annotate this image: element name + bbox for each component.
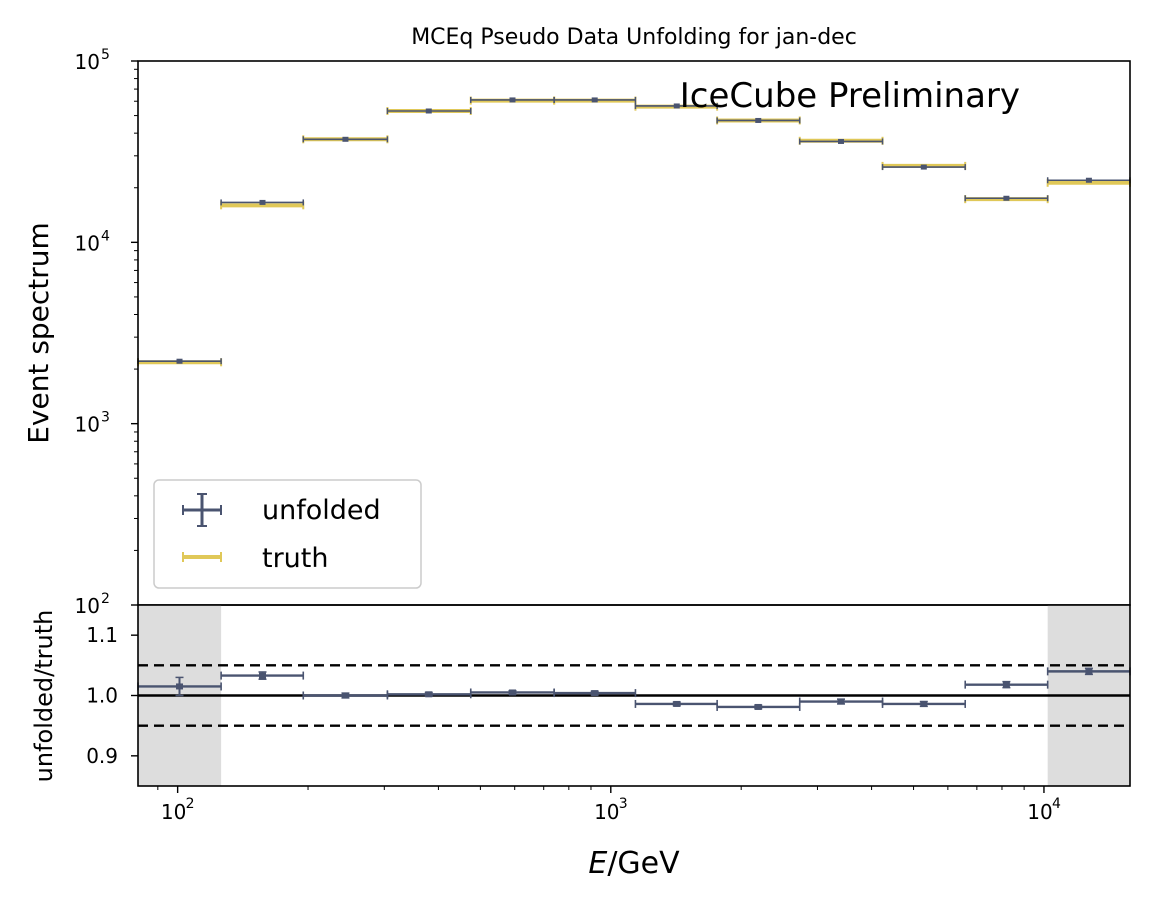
x-axis-label: E/GeV [588, 846, 680, 881]
ratio-point [920, 700, 928, 707]
y-tick-exponent: 5 [101, 47, 110, 63]
bottom-plot-area [137, 605, 1131, 786]
ratio-point [425, 691, 433, 698]
legend-truth-marker [182, 552, 222, 562]
unfolded-point [673, 103, 680, 109]
bottom-panel: 0.91.01.1 10 2 10 3 10 4 unfolded/truth E/GeV [30, 604, 1131, 881]
bottom-axes-frame [137, 604, 1131, 787]
ratio-point [837, 698, 845, 705]
y-tick-label: 10 [75, 231, 100, 255]
x-tick-label: 10 [1027, 800, 1052, 824]
ratio-point [1085, 668, 1093, 675]
unfolded-point [176, 358, 183, 364]
unfolded-point [591, 97, 598, 103]
x-tick-exponent: 2 [186, 796, 195, 812]
ratio-point [673, 700, 681, 707]
x-tick-label: 10 [594, 800, 619, 824]
legend-unfolded-marker [182, 493, 222, 527]
annotation-label: IceCube Preliminary [680, 76, 1020, 116]
top-y-axis-label: Event spectrum [22, 222, 55, 444]
x-tick-exponent: 3 [619, 796, 628, 812]
unfolded-point [425, 108, 432, 114]
unfolded-point [838, 138, 845, 144]
ratio-y-tick-label: 1.1 [86, 623, 118, 647]
unfolded-point [1085, 177, 1092, 183]
y-tick-exponent: 4 [101, 228, 110, 244]
top-panel: MCEq Pseudo Data Unfolding for jan-dec 1… [22, 25, 1131, 618]
x-tick-label: 10 [161, 800, 186, 824]
ratio-y-tick-label: 1.0 [86, 684, 118, 708]
legend-truth-label: truth [262, 543, 329, 574]
chart-title: MCEq Pseudo Data Unfolding for jan-dec [411, 25, 857, 50]
y-tick-label: 10 [75, 594, 100, 618]
x-axis-ticks: 10 2 10 3 10 4 [157, 786, 1061, 824]
ratio-point [591, 690, 599, 697]
ratio-point [754, 703, 762, 710]
unfolded-point [755, 117, 762, 123]
legend: unfolded truth [153, 479, 422, 589]
top-plot-area [137, 96, 1131, 367]
y-tick-label: 10 [75, 413, 100, 437]
ratio-point [258, 672, 266, 679]
unfolded-point [1003, 195, 1010, 201]
unfolded-point [920, 164, 927, 170]
bottom-y-axis-label: unfolded/truth [30, 610, 58, 783]
ratio-point [176, 683, 184, 690]
x-axis-label-units: /GeV [607, 846, 680, 881]
legend-unfolded-label: unfolded [262, 495, 381, 526]
unfolded-point [509, 97, 516, 103]
ratio-point [508, 689, 516, 696]
ratio-point [341, 692, 349, 699]
y-tick-exponent: 3 [101, 410, 110, 426]
ratio-y-tick-label: 0.9 [86, 744, 118, 768]
bottom-y-ticks: 0.9 1.0 1.1 [86, 623, 138, 768]
x-tick-exponent: 4 [1052, 796, 1061, 812]
y-tick-exponent: 2 [101, 591, 110, 607]
unfolded-point [259, 199, 266, 205]
y-tick-label: 10 [75, 50, 100, 74]
x-axis-label-italic: E [588, 846, 607, 881]
ratio-point [1002, 681, 1010, 688]
unfolded-point [342, 136, 349, 142]
